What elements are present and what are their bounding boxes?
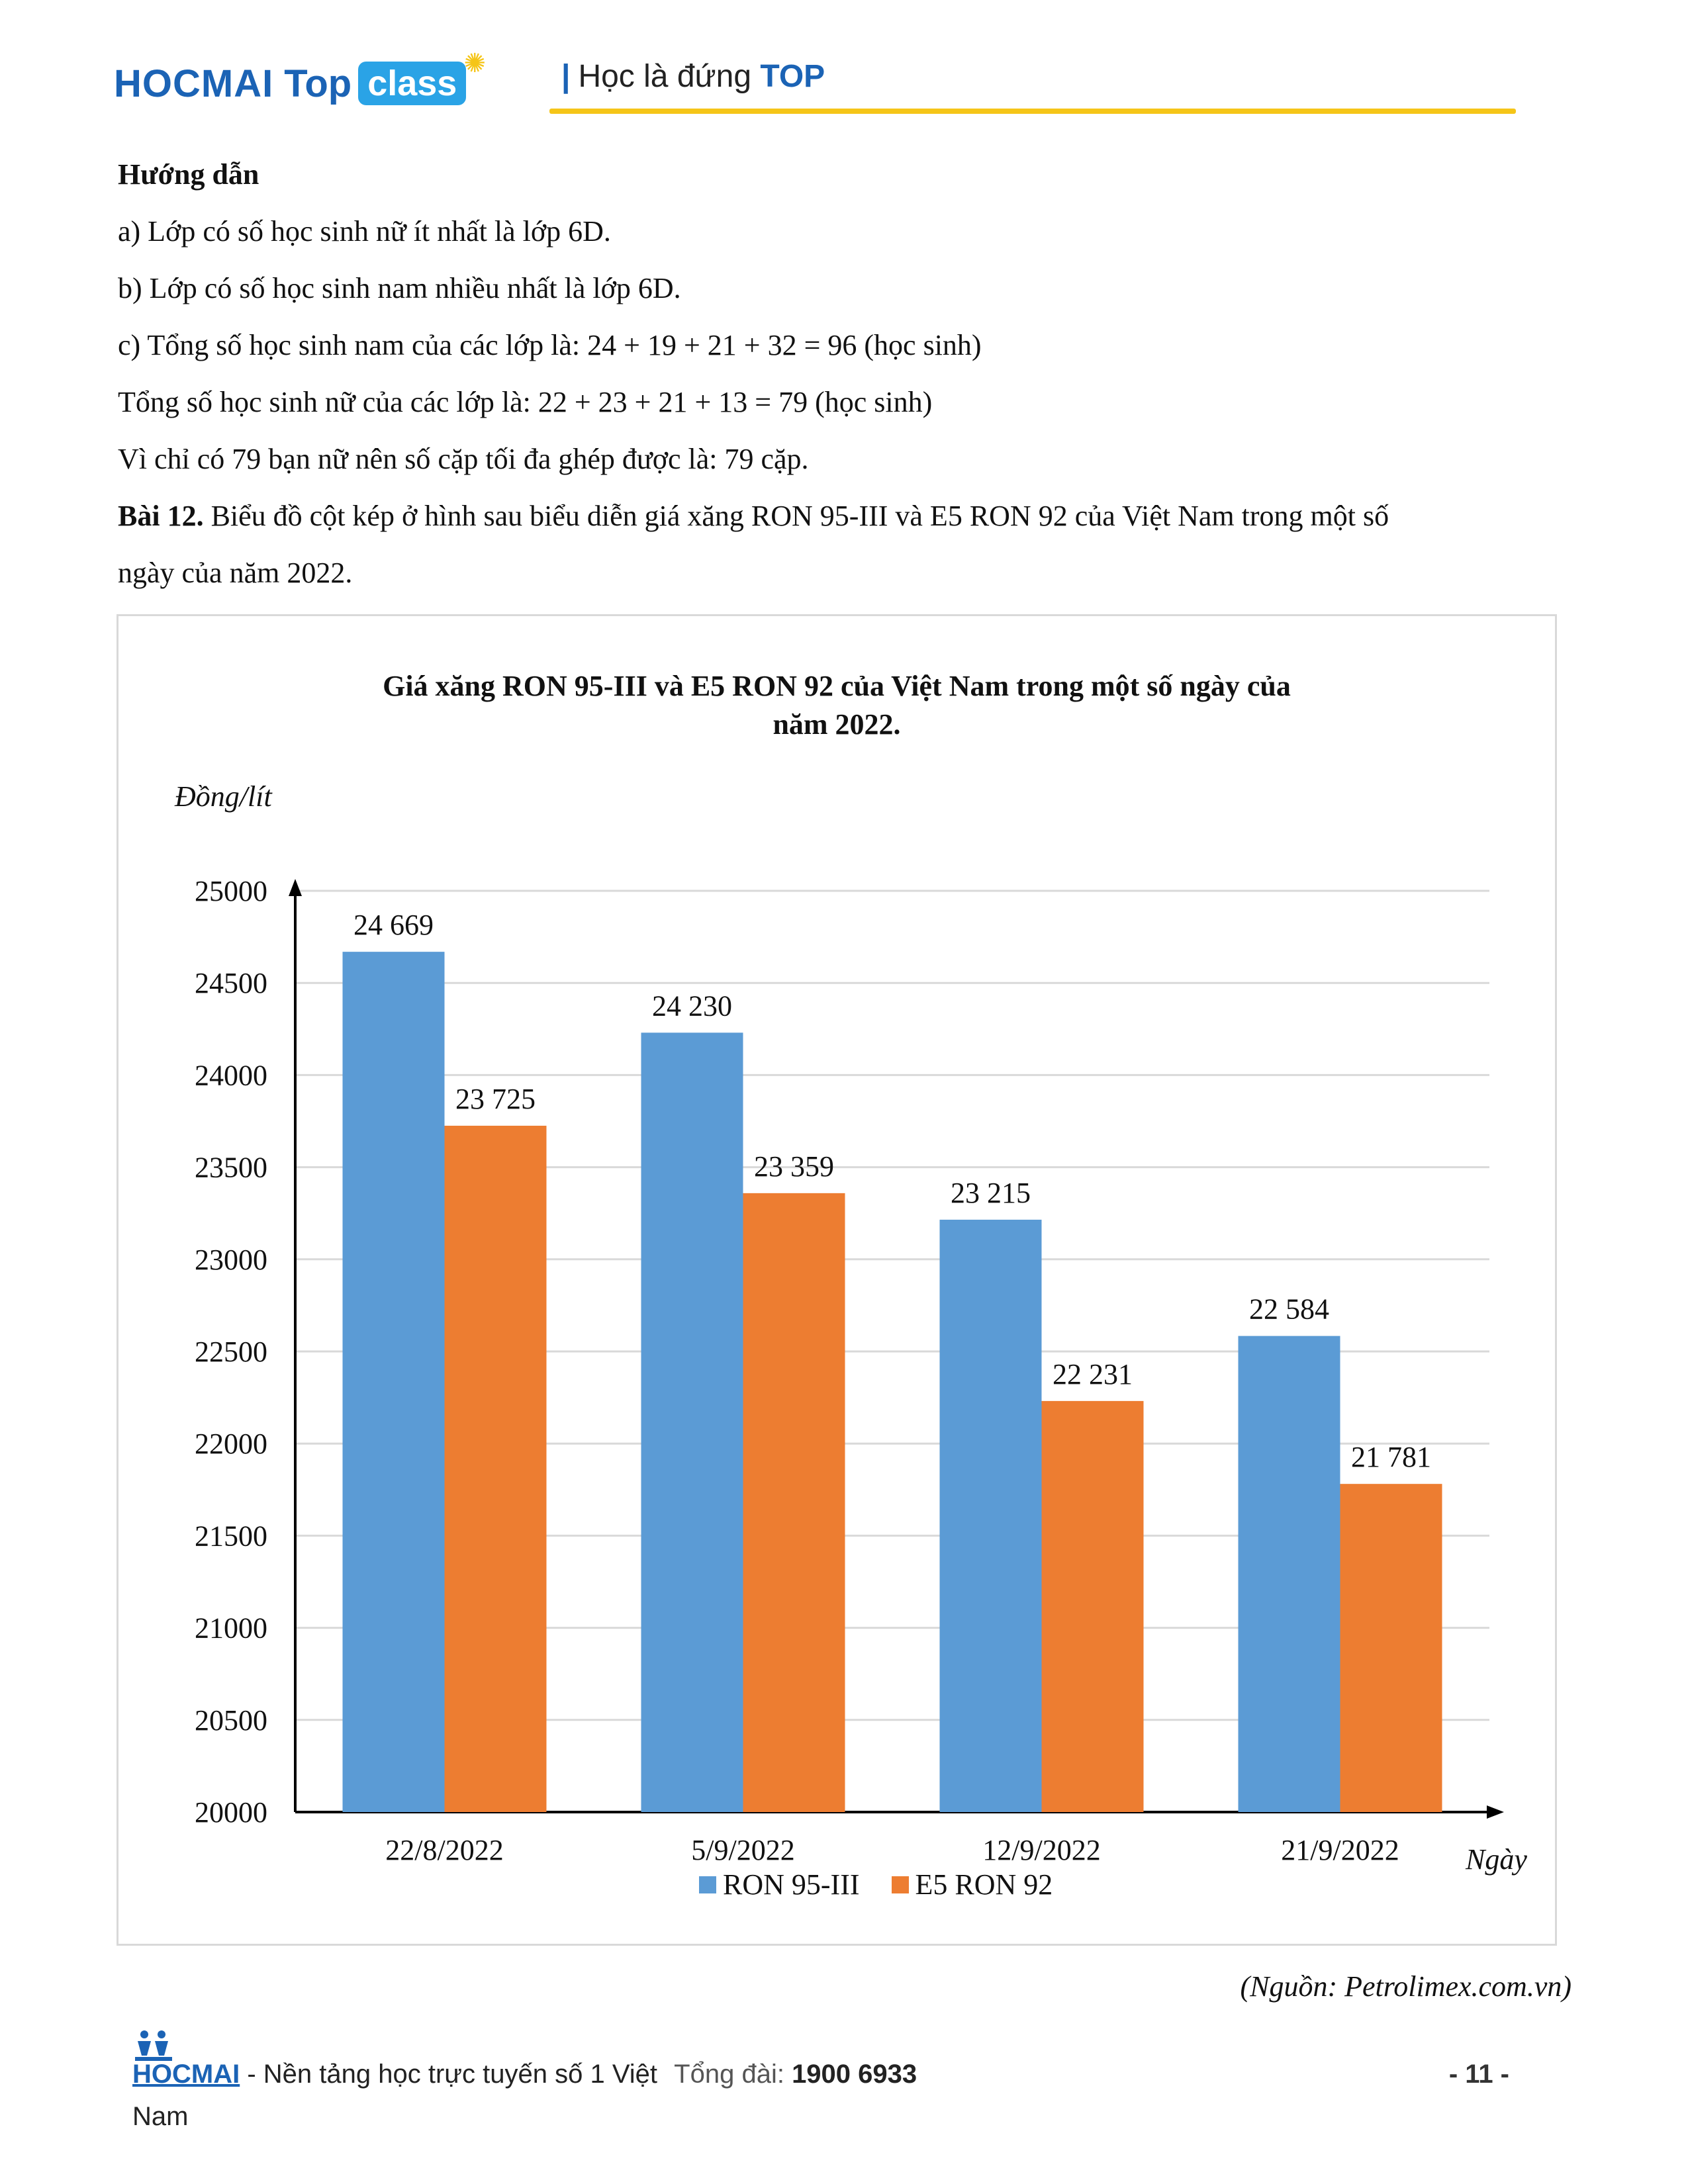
- y-tick-label: 23500: [195, 1152, 267, 1184]
- y-tick-label: 22000: [195, 1428, 267, 1460]
- legend-item-e5ron92: E5 RON 92: [891, 1868, 1053, 1901]
- header-divider: [549, 109, 1516, 114]
- guide-line-d: Tổng số học sinh nữ của các lớp là: 22 +…: [118, 386, 933, 418]
- bar-ron95: [641, 1032, 743, 1812]
- y-tick-label: 20500: [195, 1704, 267, 1737]
- bar-e5ron92: [743, 1193, 845, 1812]
- logo-class-text: class: [358, 62, 467, 105]
- footer-line-2: Nam: [132, 2102, 189, 2131]
- data-label: 23 359: [754, 1150, 834, 1183]
- header-tagline: | Học là đứng TOP: [561, 58, 825, 95]
- logo-hocmai-text: HOCMAI: [114, 62, 274, 105]
- legend-swatch-ron95: [699, 1876, 716, 1893]
- bar-ron95: [1238, 1336, 1340, 1812]
- guide-line-c: c) Tổng số học sinh nam của các lớp là: …: [118, 329, 982, 361]
- page-number: - 11 -: [1448, 2060, 1509, 2089]
- y-tick-label: 21500: [195, 1520, 267, 1552]
- legend-label-e5ron92: E5 RON 92: [915, 1868, 1053, 1901]
- hocmai-people-icon: [135, 2030, 172, 2061]
- y-tick-label: 25000: [195, 875, 267, 907]
- tagline-top: TOP: [760, 59, 825, 94]
- footer-hotline-label: Tổng đài:: [674, 2060, 792, 2089]
- chart-frame: [117, 614, 1557, 1946]
- guide-line-e: Vì chỉ có 79 bạn nữ nên số cặp tối đa gh…: [118, 443, 809, 475]
- bar-e5ron92: [1340, 1484, 1442, 1812]
- legend-swatch-e5ron92: [891, 1876, 909, 1893]
- footer-brand-link[interactable]: HOCMAI: [132, 2060, 240, 2089]
- y-tick-label: 22500: [195, 1336, 267, 1368]
- x-axis-label: Ngày: [1466, 1843, 1527, 1876]
- x-tick-label: 21/9/2022: [1281, 1834, 1399, 1866]
- x-axis-arrow-icon: [1487, 1805, 1504, 1819]
- chart-title-line-2: năm 2022.: [773, 708, 901, 741]
- data-label: 23 215: [951, 1177, 1031, 1209]
- data-label: 21 781: [1351, 1441, 1431, 1473]
- bar-ron95: [939, 1219, 1042, 1812]
- x-tick-label: 5/9/2022: [691, 1834, 794, 1866]
- sun-icon: ✺: [463, 48, 486, 79]
- data-label: 24 230: [652, 989, 732, 1022]
- y-axis-arrow-icon: [289, 879, 302, 896]
- data-label: 22 231: [1053, 1358, 1133, 1390]
- bar-ron95: [342, 952, 445, 1812]
- y-tick-label: 24500: [195, 967, 267, 999]
- bar-e5ron92: [444, 1125, 547, 1812]
- legend-label-ron95: RON 95-III: [723, 1868, 860, 1901]
- data-label: 22 584: [1249, 1293, 1329, 1326]
- chart-title: Giá xăng RON 95-III và E5 RON 92 của Việ…: [117, 667, 1557, 744]
- guide-line-a: a) Lớp có số học sinh nữ ít nhất là lớp …: [118, 215, 611, 248]
- y-axis-label: Đồng/lít: [175, 780, 272, 813]
- tagline-text: Học là đứng: [578, 59, 761, 94]
- logo-top-text: Top: [284, 62, 352, 105]
- guide-heading: Hướng dẫn: [118, 158, 259, 191]
- guide-line-b: b) Lớp có số học sinh nam nhiều nhất là …: [118, 272, 681, 304]
- footer-text: - Nền tảng học trực tuyến số 1 Việt: [240, 2060, 658, 2089]
- x-tick-label: 12/9/2022: [982, 1834, 1100, 1866]
- y-tick-label: 20000: [195, 1796, 267, 1829]
- exercise-label: Bài 12.: [118, 500, 204, 532]
- data-label: 24 669: [353, 909, 434, 941]
- legend-item-ron95: RON 95-III: [699, 1868, 860, 1901]
- chart-title-line-1: Giá xăng RON 95-III và E5 RON 92 của Việ…: [383, 670, 1291, 702]
- exercise-text-1: Biểu đồ cột kép ở hình sau biểu diễn giá…: [203, 500, 1389, 532]
- chart-legend: RON 95-III E5 RON 92: [699, 1868, 1084, 1901]
- bar-e5ron92: [1041, 1400, 1144, 1812]
- exercise-line-2: ngày của năm 2022.: [118, 557, 353, 589]
- exercise-line-1: Bài 12. Biểu đồ cột kép ở hình sau biểu …: [118, 498, 1389, 535]
- x-tick-label: 22/8/2022: [385, 1834, 503, 1866]
- y-tick-label: 24000: [195, 1059, 267, 1091]
- chart-source: (Nguồn: Petrolimex.com.vn): [1240, 1970, 1571, 2003]
- footer-hotline: 1900 6933: [792, 2060, 917, 2089]
- y-tick-label: 23000: [195, 1244, 267, 1276]
- y-tick-label: 21000: [195, 1612, 267, 1645]
- hocmai-topclass-logo: HOCMAI Top class ✺: [114, 48, 486, 110]
- footer-line: HOCMAI - Nền tảng học trực tuyến số 1 Vi…: [132, 2060, 917, 2089]
- data-label: 23 725: [455, 1083, 536, 1115]
- tagline-bar: |: [561, 59, 571, 94]
